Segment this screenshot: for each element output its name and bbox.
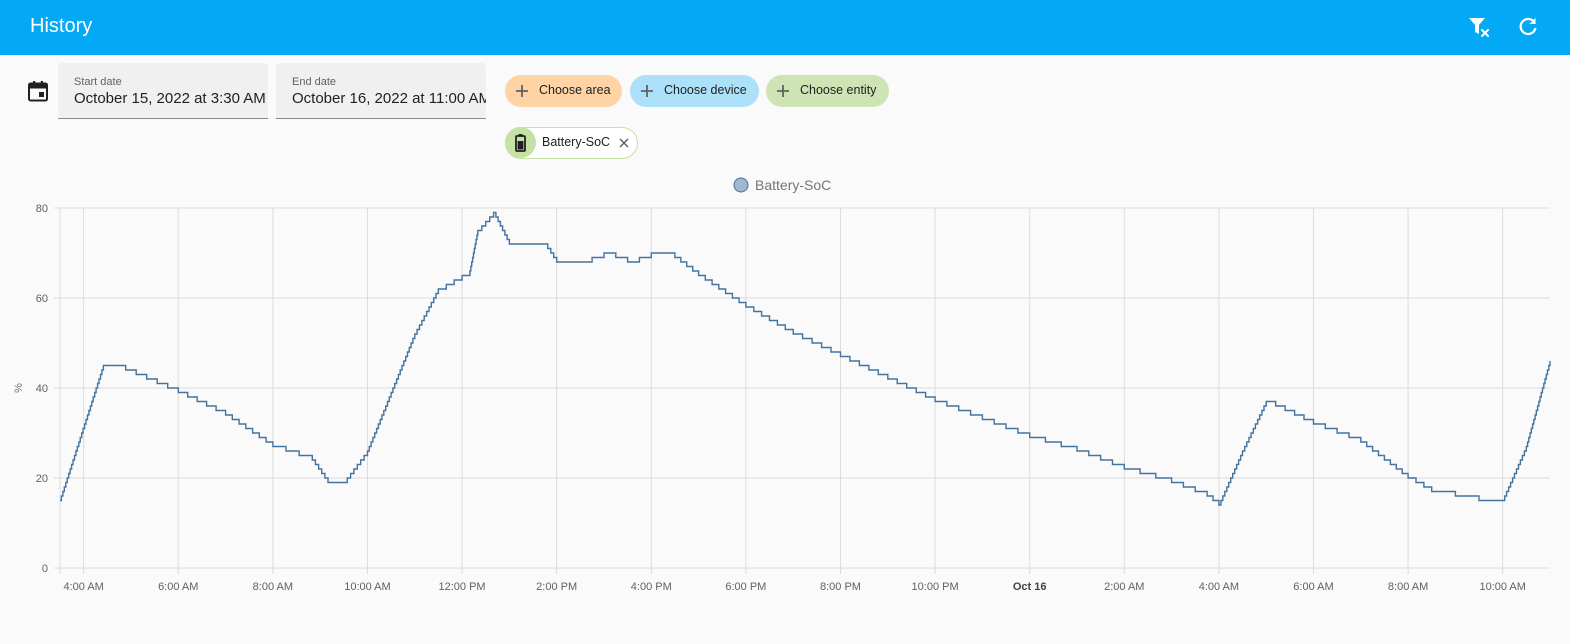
series-battery-soc xyxy=(60,211,1551,506)
app-toolbar: History xyxy=(0,0,1570,55)
x-tick-label: Oct 16 xyxy=(1013,581,1047,593)
end-date-label: End date xyxy=(292,76,337,88)
x-tick-label: 4:00 AM xyxy=(1199,581,1239,593)
x-tick-label: 2:00 PM xyxy=(536,581,577,593)
end-date-value[interactable]: October 16, 2022 at 11:00 AM xyxy=(292,90,486,107)
plus-icon xyxy=(516,85,528,97)
y-tick-label: 80 xyxy=(36,203,48,215)
choose-area-label: Choose area xyxy=(539,83,611,97)
x-tick-label: 6:00 PM xyxy=(725,581,766,593)
y-tick-label: 20 xyxy=(36,473,48,485)
x-tick-label: 12:00 PM xyxy=(439,581,486,593)
legend-label: Battery-SoC xyxy=(755,177,831,193)
refresh-icon[interactable] xyxy=(1515,14,1541,40)
chart-grid xyxy=(54,207,1550,574)
x-tick-label: 6:00 AM xyxy=(1293,581,1333,593)
x-tick-label: 4:00 PM xyxy=(631,581,672,593)
selected-entity-chip[interactable]: Battery-SoC xyxy=(505,127,638,159)
plus-icon xyxy=(777,85,789,97)
x-tick-label: 10:00 PM xyxy=(912,581,959,593)
choose-entity-button[interactable]: Choose entity xyxy=(766,75,889,107)
close-icon[interactable] xyxy=(618,137,630,149)
y-tick-label: 0 xyxy=(42,563,48,575)
x-tick-label: 2:00 AM xyxy=(1104,581,1144,593)
x-axis-ticks: 4:00 AM 6:00 AM 8:00 AM 10:00 AM 12:00 PM 2:0… xyxy=(63,581,1525,593)
battery-icon xyxy=(505,127,536,158)
y-tick-label: 60 xyxy=(36,293,48,305)
series-line xyxy=(60,211,1551,506)
x-tick-label: 8:00 AM xyxy=(253,581,293,593)
choose-device-button[interactable]: Choose device xyxy=(630,75,759,107)
filter-remove-icon[interactable] xyxy=(1466,14,1492,40)
plus-icon xyxy=(641,85,653,97)
x-tick-label: 8:00 PM xyxy=(820,581,861,593)
calendar-icon[interactable] xyxy=(27,80,49,102)
choose-area-button[interactable]: Choose area xyxy=(505,75,622,107)
choose-entity-label: Choose entity xyxy=(800,83,877,97)
start-date-field[interactable]: Start date October 15, 2022 at 3:30 AM xyxy=(58,63,268,119)
end-date-field[interactable]: End date October 16, 2022 at 11:00 AM xyxy=(276,63,486,119)
legend-swatch xyxy=(733,177,749,193)
x-tick-label: 10:00 AM xyxy=(1479,581,1525,593)
selected-entity-label: Battery-SoC xyxy=(542,135,611,149)
x-tick-label: 8:00 AM xyxy=(1388,581,1428,593)
y-axis-ticks: 0 20 40 60 80 xyxy=(36,203,48,575)
x-tick-label: 4:00 AM xyxy=(63,581,103,593)
legend-item[interactable]: Battery-SoC xyxy=(733,177,831,193)
y-tick-label: 40 xyxy=(36,383,48,395)
y-axis-label: % xyxy=(13,383,25,393)
x-tick-label: 10:00 AM xyxy=(344,581,390,593)
page-title: History xyxy=(30,15,93,37)
choose-device-label: Choose device xyxy=(664,83,747,97)
start-date-label: Start date xyxy=(74,76,122,88)
x-tick-label: 6:00 AM xyxy=(158,581,198,593)
start-date-value[interactable]: October 15, 2022 at 3:30 AM xyxy=(74,90,266,107)
